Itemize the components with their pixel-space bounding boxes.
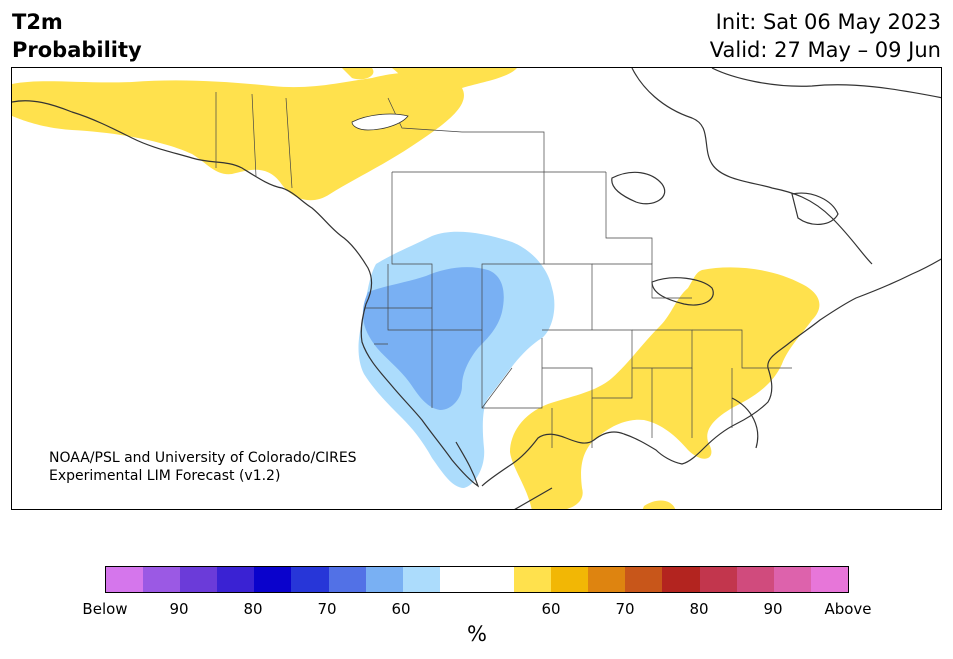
colorbar-segment-15: [662, 567, 700, 592]
colorbar-segment-1: [143, 567, 181, 592]
credit-line-1: NOAA/PSL and University of Colorado/CIRE…: [49, 450, 357, 466]
forecast-dates: Init: Sat 06 May 2023 Valid: 27 May – 09…: [710, 8, 941, 64]
colorbar-segment-14: [625, 567, 663, 592]
colorbar-segment-19: [810, 567, 848, 592]
tick-above-90: 90: [763, 600, 783, 618]
above-region-alaska-canada: [12, 72, 464, 201]
colorbar-segment-3: [217, 567, 255, 592]
state-borders: [215, 92, 792, 448]
colorbar-segment-8: [402, 567, 440, 592]
tick-below: Below: [82, 600, 128, 618]
tick-below-90: 90: [169, 600, 189, 618]
colorbar-segment-7: [365, 567, 403, 592]
map-credit: NOAA/PSL and University of Colorado/CIRE…: [49, 449, 357, 485]
forecast-map: [11, 67, 942, 510]
colorbar-segment-5: [291, 567, 329, 592]
tick-below-60: 60: [391, 600, 411, 618]
colorbar-segment-10: [476, 567, 515, 592]
lake: [351, 113, 409, 131]
below-region-west-mid: [362, 267, 504, 410]
above-region-east-us: [510, 267, 820, 509]
tick-above-80: 80: [689, 600, 709, 618]
colorbar-unit: %: [467, 622, 487, 646]
map-title: T2m Probability: [12, 8, 142, 64]
colorbar-segment-17: [736, 567, 774, 592]
colorbar-segment-16: [699, 567, 737, 592]
tick-above: Above: [824, 600, 872, 618]
tick-below-70: 70: [317, 600, 337, 618]
colorbar-segment-11: [514, 567, 552, 592]
valid-date: Valid: 27 May – 09 Jun: [709, 38, 941, 62]
above-region-arctic-north: [342, 68, 517, 92]
colorbar-segment-4: [254, 567, 292, 592]
map-canvas: [12, 68, 941, 509]
colorbar-segment-9: [439, 567, 477, 592]
coastlines: [12, 68, 941, 509]
colorbar-segment-6: [328, 567, 366, 592]
colorbar-segment-0: [106, 567, 144, 592]
colorbar-segment-18: [773, 567, 811, 592]
colorbar-segment-13: [588, 567, 626, 592]
above-region-yucatan: [642, 500, 676, 509]
credit-line-2: Experimental LIM Forecast (v1.2): [49, 468, 281, 484]
title-type: Probability: [12, 38, 142, 62]
tick-above-70: 70: [615, 600, 635, 618]
title-variable: T2m: [12, 10, 63, 34]
colorbar-segment-12: [551, 567, 589, 592]
init-date: Init: Sat 06 May 2023: [715, 10, 941, 34]
tick-above-60: 60: [541, 600, 561, 618]
colorbar: [105, 566, 849, 593]
tick-below-80: 80: [243, 600, 263, 618]
colorbar-segment-2: [180, 567, 218, 592]
